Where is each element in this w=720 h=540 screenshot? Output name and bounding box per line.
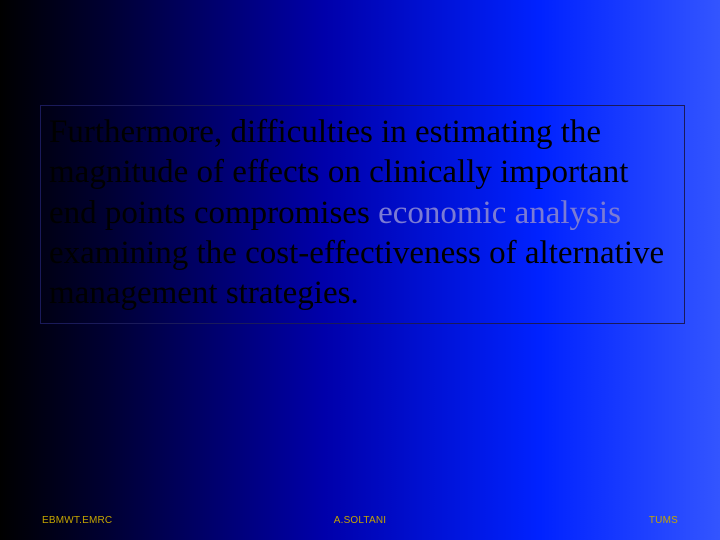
body-paragraph: Furthermore, difficulties in estimating …: [49, 112, 676, 313]
content-box: Furthermore, difficulties in estimating …: [40, 105, 685, 324]
footer: EBMWT.EMRC A.SOLTANI TUMS: [0, 515, 720, 526]
economic-analysis-link[interactable]: economic analysis: [378, 195, 621, 231]
body-text-after-link: examining the cost-effectiveness of alte…: [49, 235, 664, 311]
footer-right: TUMS: [649, 515, 678, 526]
footer-center: A.SOLTANI: [334, 515, 387, 526]
slide: Furthermore, difficulties in estimating …: [0, 0, 720, 540]
footer-left: EBMWT.EMRC: [42, 515, 112, 526]
